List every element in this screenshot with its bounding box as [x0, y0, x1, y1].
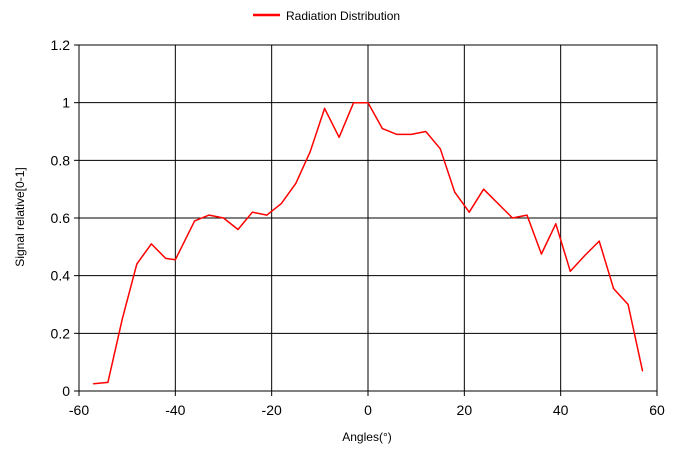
data-point — [439, 148, 441, 150]
data-point — [266, 214, 268, 216]
data-point — [396, 133, 398, 135]
data-point — [251, 211, 253, 213]
data-point — [280, 202, 282, 205]
y-tick-label: 0.4 — [51, 268, 71, 284]
data-point — [309, 151, 311, 153]
data-point — [613, 288, 615, 290]
data-point — [569, 270, 571, 272]
data-point — [367, 102, 369, 104]
data-point — [237, 228, 239, 231]
x-tick-label: -20 — [262, 402, 282, 418]
data-point — [627, 303, 629, 306]
legend-label: Radiation Distribution — [286, 9, 400, 23]
data-point — [165, 257, 167, 259]
data-point — [121, 318, 123, 320]
data-point — [468, 211, 470, 213]
x-tick-label: 20 — [457, 402, 473, 418]
series-layer — [92, 101, 644, 385]
data-point — [150, 243, 152, 245]
data-point — [338, 136, 340, 138]
data-point — [555, 223, 557, 225]
axis-ticks: -60 -40 -20 0 20 40 60 0 0.2 0.4 0.6 0.8 1 1.2 — [51, 37, 665, 418]
data-point — [352, 102, 355, 104]
data-point — [174, 259, 176, 261]
x-tick-label: 60 — [649, 402, 665, 418]
data-point — [381, 128, 384, 130]
data-point — [295, 182, 297, 184]
data-point — [208, 214, 210, 216]
data-point — [136, 263, 138, 265]
data-point — [222, 217, 225, 219]
y-tick-label: 1 — [62, 95, 70, 111]
data-point — [454, 191, 456, 193]
x-axis-title: Angles(°) — [342, 430, 391, 444]
grid — [79, 45, 657, 391]
x-tick-label: -60 — [69, 402, 89, 418]
data-point — [641, 370, 644, 372]
data-point — [526, 214, 528, 216]
x-tick-label: 0 — [364, 402, 372, 418]
data-point — [511, 217, 514, 219]
y-tick-label: 0.8 — [51, 152, 71, 168]
data-point — [497, 202, 499, 205]
y-axis-title: Signal relative[0-1] — [13, 167, 27, 266]
data-point — [483, 188, 485, 190]
data-point — [598, 240, 600, 242]
y-tick-label: 1.2 — [51, 37, 71, 53]
data-point — [107, 381, 109, 383]
y-tick-label: 0 — [62, 383, 70, 399]
data-point — [410, 133, 412, 135]
data-point — [425, 130, 427, 133]
data-point — [92, 383, 95, 385]
data-point — [324, 107, 326, 110]
x-tick-label: -40 — [165, 402, 185, 418]
data-point — [194, 220, 196, 222]
y-tick-label: 0.6 — [51, 210, 71, 226]
legend: Radiation Distribution — [253, 9, 400, 23]
data-point — [540, 253, 543, 255]
data-point — [584, 254, 586, 257]
y-tick-label: 0.2 — [51, 325, 71, 341]
x-tick-label: 40 — [553, 402, 569, 418]
